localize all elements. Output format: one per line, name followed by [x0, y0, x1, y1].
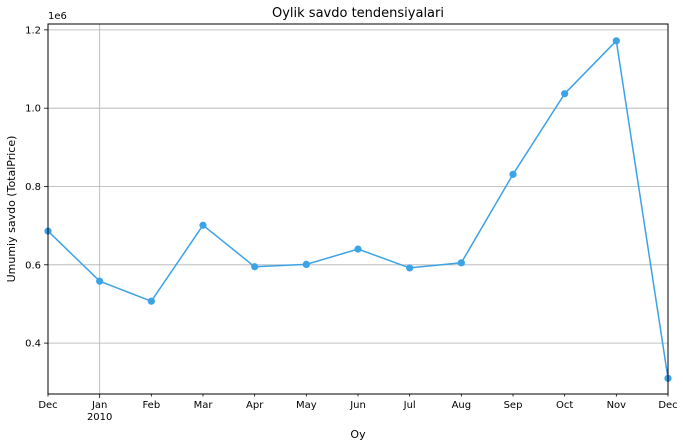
y-axis-title: Umumiy savdo (TotalPrice) [5, 136, 18, 283]
data-point [199, 221, 207, 229]
chart-title: Oylik savdo tendensiyalari [272, 6, 444, 21]
data-point [251, 263, 259, 271]
x-tick-label: Jan [91, 400, 107, 411]
y-tick-label: 0.8 [25, 182, 41, 193]
x-tick-label: Aug [452, 400, 472, 411]
y-tick-label: 0.6 [25, 260, 41, 271]
x-tick-label: Apr [246, 400, 264, 411]
data-point [302, 260, 310, 269]
data-point [147, 297, 155, 305]
y-tick-label: 0.4 [25, 339, 41, 350]
x-tick-label: Sep [504, 400, 523, 411]
x-tick-label: Mar [194, 400, 214, 411]
series-line [44, 37, 672, 382]
data-point [406, 264, 414, 272]
data-point [354, 245, 362, 253]
x-tick-label: Dec [658, 400, 677, 411]
data-point [457, 259, 465, 267]
x-tick-label: Oct [556, 400, 573, 411]
x-tick-label: Nov [607, 400, 627, 411]
data-point [561, 90, 569, 98]
y-axis-offset-label: 1e6 [48, 11, 67, 22]
x-axis-title: Oy [350, 428, 366, 441]
x-tick-label: Jun [349, 400, 366, 411]
grid [48, 24, 668, 394]
data-point [509, 170, 517, 178]
x-tick-label: May [296, 400, 317, 411]
data-point [612, 37, 620, 45]
data-point [96, 277, 104, 285]
x-tick-label: Jul [403, 400, 416, 411]
x-tick-label: 2010 [87, 412, 112, 423]
x-tick-label: Feb [142, 400, 160, 411]
x-tick-label: Dec [38, 400, 57, 411]
y-tick-label: 1.0 [25, 104, 41, 115]
y-tick-label: 1.2 [25, 25, 41, 36]
